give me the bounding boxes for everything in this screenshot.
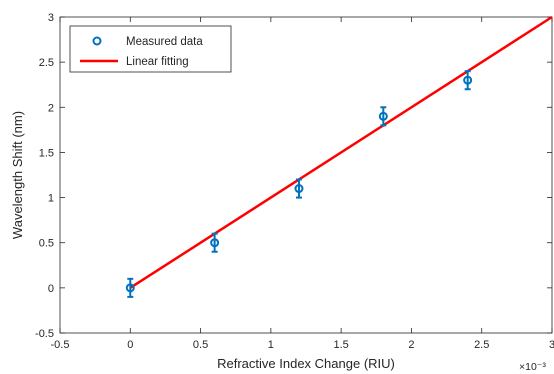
fit-line: [129, 15, 553, 289]
data-point: [463, 70, 473, 91]
y-tick-label: 2.5: [39, 57, 54, 69]
y-ticks: -0.5 0 0.5 1 1.5 2 2.5 3: [35, 12, 552, 340]
data-marker: [125, 283, 135, 293]
y-tick-label: 0.5: [39, 238, 54, 250]
axes-box: [59, 16, 553, 334]
x-tick-label: -0.5: [51, 339, 70, 351]
x-tick-label: 2.5: [474, 339, 489, 351]
y-tick-label: 1: [48, 193, 54, 205]
y-tick-label: 3: [48, 12, 54, 24]
x-tick-label: 1.5: [333, 339, 348, 351]
y-tick-label: -0.5: [35, 328, 54, 340]
x-axis-label: Refractive Index Change (RIU): [217, 356, 395, 371]
x-multiplier: ×10⁻³: [519, 361, 546, 373]
y-tick-label: 2: [48, 102, 54, 114]
legend-label-fit: Linear fitting: [126, 56, 189, 68]
data-marker: [378, 111, 388, 121]
legend-box: [69, 25, 232, 73]
x-ticks: -0.5 0 0.5 1 1.5 2 2.5 3: [51, 17, 554, 351]
axes: [59, 16, 553, 334]
x-tick-label: 1: [268, 339, 274, 351]
legend-label-measured: Measured data: [126, 36, 203, 48]
x-tick-label: 3: [549, 339, 554, 351]
data-point: [125, 277, 135, 298]
data-marker: [463, 75, 473, 85]
y-axis-label: Wavelength Shift (nm): [10, 111, 25, 239]
data-point: [378, 106, 388, 127]
y-tick-label: 1.5: [39, 147, 54, 159]
data-marker: [210, 238, 220, 248]
data-points-layer: [125, 70, 473, 298]
data-point: [294, 178, 304, 199]
legend-marker-measured: [92, 36, 102, 46]
x-tick-label: 0: [127, 339, 133, 351]
legend: Measured data Linear fitting: [69, 25, 232, 73]
x-tick-label: 0.5: [193, 339, 208, 351]
y-tick-label: 0: [48, 283, 54, 295]
fit-line-layer: [129, 15, 553, 289]
data-point: [210, 232, 220, 253]
x-tick-label: 2: [408, 339, 414, 351]
data-marker: [294, 184, 304, 194]
